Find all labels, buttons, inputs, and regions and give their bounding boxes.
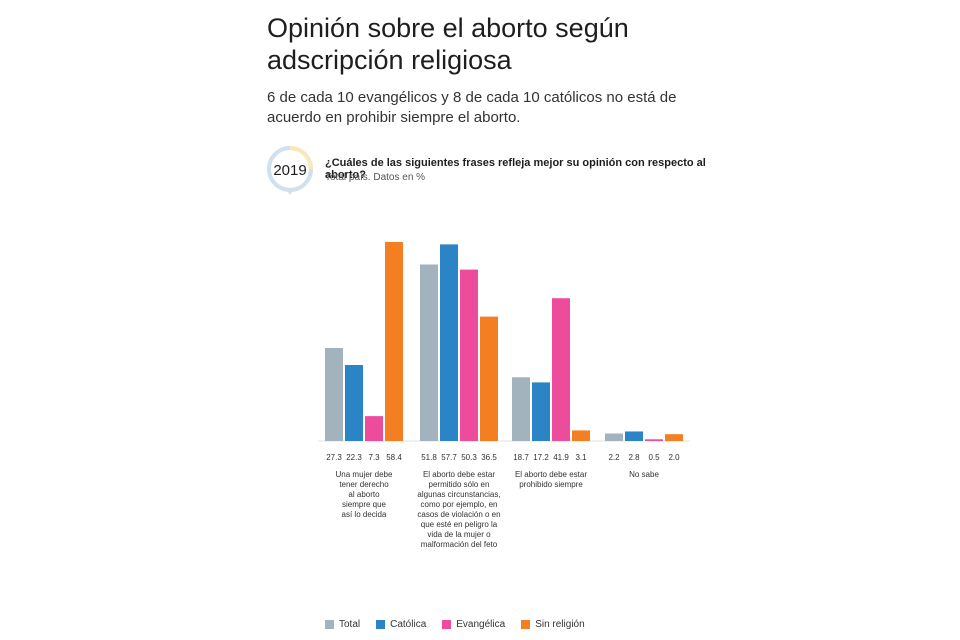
legend-swatch-sin-religion [521,620,531,629]
legend-swatch-catolica [376,620,386,629]
value-label: 2.8 [628,453,640,462]
value-label: 58.4 [386,453,402,462]
value-label: 7.3 [368,453,380,462]
badge-accent [289,146,313,170]
category-label: El aborto debe estar prohibido siempre [515,470,587,489]
value-label: 2.0 [668,453,680,462]
bar [480,316,498,441]
bar [365,416,383,441]
bar [645,439,663,441]
value-label: 22.3 [346,453,362,462]
value-label: 41.9 [553,453,569,462]
legend-item-evangelica: Evangélica [442,619,505,630]
bar [625,431,643,441]
category-label: El aborto debe estar permitido sólo en alg… [417,470,500,549]
bar [440,244,458,441]
badge-pointer [286,189,294,195]
category-label: Una mujer debe tener derecho al aborto siem… [336,470,393,519]
value-label: 57.7 [441,453,457,462]
bar [345,365,363,441]
legend-label-catolica: Católica [390,619,427,630]
chart-title: Opinión sobre el aborto según adscripció… [267,13,629,75]
bar [512,377,530,441]
legend-item-sin-religion: Sin religión [521,619,585,630]
value-label: 50.3 [461,453,477,462]
value-label: 18.7 [513,453,529,462]
badge-year: 2019 [273,162,306,179]
bar [460,269,478,441]
category-label: No sabe [629,470,659,479]
bar [572,430,590,441]
value-label: 51.8 [421,453,437,462]
bar [665,434,683,441]
legend-item-catolica: Católica [376,619,426,630]
value-label: 36.5 [481,453,497,462]
legend-label-sin-religion: Sin religión [535,619,585,630]
legend-label-total: Total [339,619,361,630]
value-label: 17.2 [533,453,549,462]
chart-subtitle: 6 de cada 10 evangélicos y 8 de cada 10 … [267,89,677,126]
bar [552,298,570,441]
bar [325,347,343,441]
value-label: 0.5 [648,453,660,462]
value-label: 27.3 [326,453,342,462]
legend-swatch-evangelica [442,620,452,629]
legend-label-evangelica: Evangélica [456,619,506,630]
chart-question: ¿Cuáles de las siguientes frases refleja… [325,157,706,181]
bar [605,433,623,441]
bar [420,264,438,441]
value-label: 2.2 [608,453,620,462]
year-badge: 2019 [267,146,313,195]
legend: Total Católica Evangélica Sin religión [325,619,585,630]
legend-item-total: Total [325,619,360,630]
bar [532,382,550,441]
legend-swatch-total [325,620,334,629]
value-label: 3.1 [575,453,587,462]
bar [385,242,403,441]
chart-note: Total país. Datos en % [325,172,426,183]
